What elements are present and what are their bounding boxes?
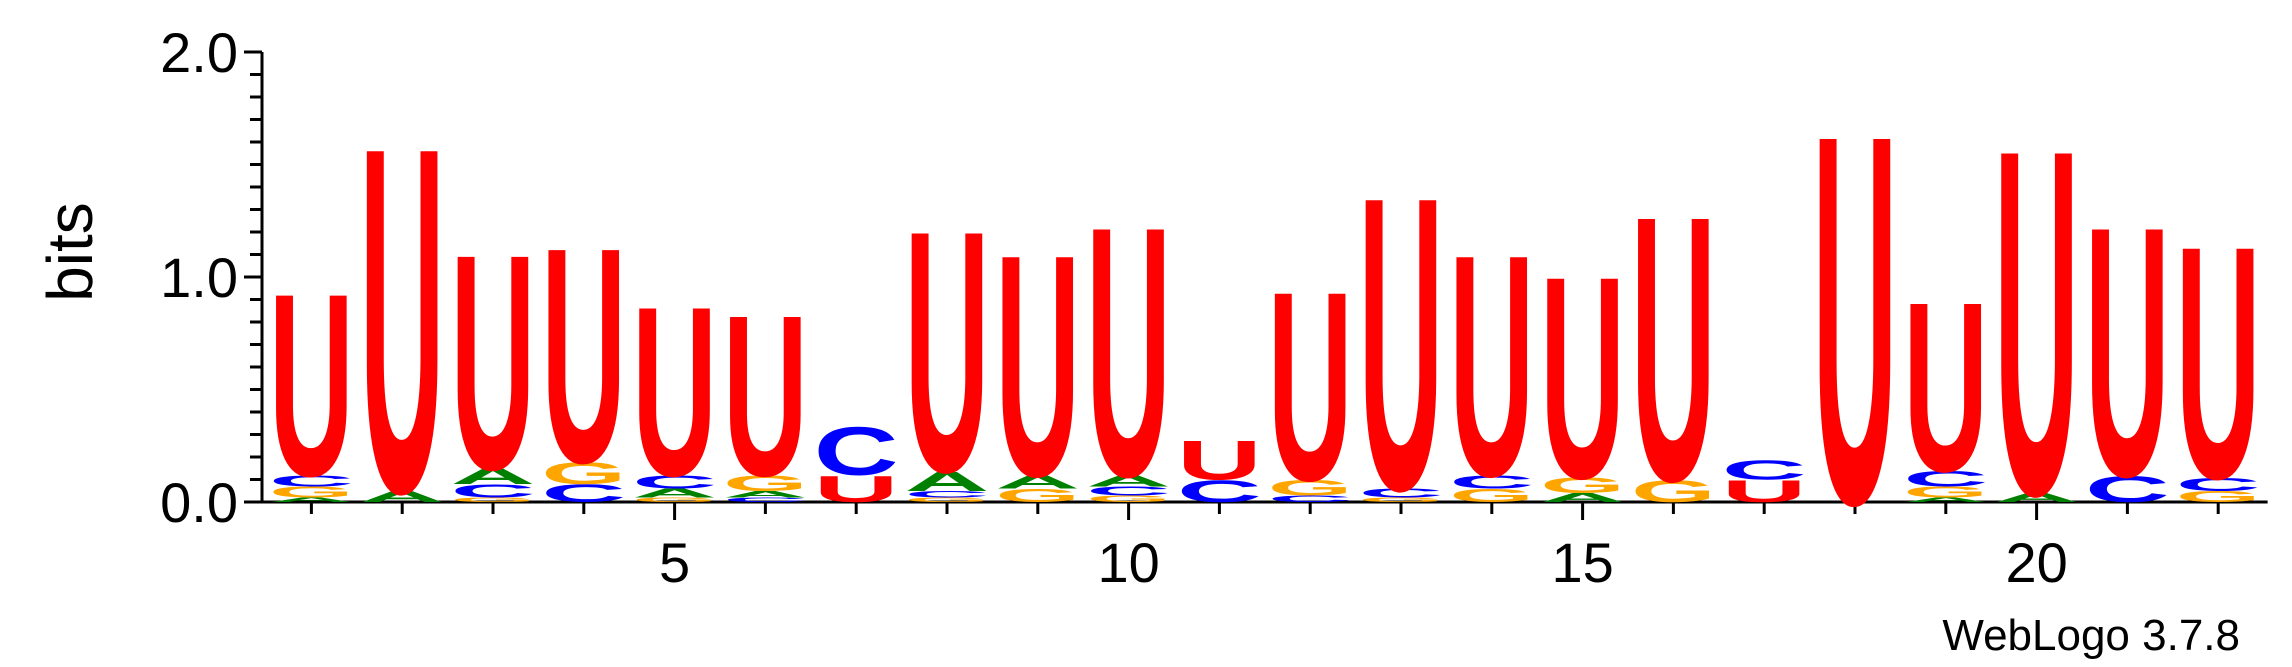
letter-G: G bbox=[1268, 476, 1353, 500]
position-stack-20: AU bbox=[1994, 47, 2079, 599]
letter-C: C bbox=[2085, 469, 2170, 510]
position-stack-11: CU bbox=[1177, 430, 1262, 509]
letter-C: C bbox=[1268, 494, 1353, 504]
letter-U: U bbox=[632, 257, 717, 527]
letter-G: G bbox=[723, 471, 808, 495]
letter-C: C bbox=[541, 479, 626, 507]
position-stack-17: UC bbox=[1722, 455, 1807, 509]
letter-C: C bbox=[1359, 486, 1444, 500]
position-stack-18: U bbox=[1813, 24, 1898, 613]
letter-U: U bbox=[1086, 153, 1171, 552]
letter-A: A bbox=[632, 486, 717, 500]
letter-C: C bbox=[1086, 484, 1171, 498]
letter-U: U bbox=[1903, 253, 1988, 523]
letter-U: U bbox=[451, 191, 536, 534]
position-stack-4: CGU bbox=[541, 184, 626, 527]
letter-C: C bbox=[451, 481, 536, 502]
letter-A: A bbox=[995, 472, 1080, 493]
position-stack-14: GCU bbox=[1449, 189, 1534, 543]
letter-U: U bbox=[905, 159, 990, 545]
y-axis-label: bits bbox=[34, 202, 106, 302]
x-tick-label: 10 bbox=[1097, 531, 1159, 594]
letter-G: G bbox=[632, 496, 717, 503]
y-tick-label: 1.0 bbox=[160, 246, 238, 309]
letter-C: C bbox=[1449, 472, 1534, 493]
letter-G: G bbox=[451, 496, 536, 503]
letter-G: G bbox=[1903, 484, 1988, 501]
letter-U: U bbox=[995, 189, 1080, 543]
letter-U: U bbox=[814, 469, 899, 510]
letter-G: G bbox=[541, 456, 626, 491]
letter-G: G bbox=[1449, 485, 1534, 506]
letter-U: U bbox=[1994, 47, 2079, 599]
letter-U: U bbox=[1177, 430, 1262, 492]
letter-A: A bbox=[269, 496, 354, 503]
position-stack-12: CGU bbox=[1268, 237, 1353, 538]
position-stack-7: UC bbox=[814, 414, 899, 510]
letter-U: U bbox=[360, 45, 445, 597]
letter-A: A bbox=[360, 488, 445, 505]
letter-A: A bbox=[723, 489, 808, 499]
letter-C: C bbox=[632, 472, 717, 493]
x-tick-label: 20 bbox=[2005, 531, 2067, 594]
position-stack-2: AU bbox=[360, 45, 445, 597]
letter-A: A bbox=[1994, 491, 2079, 505]
letter-U: U bbox=[2176, 177, 2261, 548]
letter-C: C bbox=[1722, 455, 1807, 486]
position-stack-15: AGU bbox=[1540, 217, 1625, 539]
x-tick-label: 5 bbox=[659, 531, 690, 594]
y-tick-label: 0.0 bbox=[160, 471, 238, 534]
y-tick-label: 2.0 bbox=[160, 21, 238, 84]
letter-A: A bbox=[1086, 472, 1171, 489]
letter-G: G bbox=[1086, 494, 1171, 504]
position-stack-9: GAU bbox=[995, 189, 1080, 543]
letter-A: A bbox=[1903, 496, 1988, 503]
letter-C: C bbox=[1177, 474, 1262, 509]
x-tick-label: 15 bbox=[1551, 531, 1613, 594]
letter-C: C bbox=[1903, 467, 1988, 491]
letter-C: C bbox=[905, 489, 990, 499]
letter-A: A bbox=[905, 466, 990, 497]
letter-U: U bbox=[269, 239, 354, 530]
letter-A: A bbox=[1540, 491, 1625, 505]
x-axis: 5 10 15 20 bbox=[262, 500, 2268, 594]
letter-U: U bbox=[2085, 153, 2170, 552]
y-axis: 0.0 1.0 2.0 bbox=[160, 21, 264, 534]
letter-G: G bbox=[995, 485, 1080, 506]
letter-U: U bbox=[723, 267, 808, 524]
letter-A: A bbox=[451, 464, 536, 488]
letter-G: G bbox=[1359, 496, 1444, 503]
weblogo-version-label: WebLogo 3.7.8 bbox=[1942, 611, 2240, 660]
letter-C: C bbox=[723, 496, 808, 503]
position-stack-16: GU bbox=[1631, 138, 1716, 561]
letter-U: U bbox=[1449, 189, 1534, 543]
letter-U: U bbox=[1268, 237, 1353, 538]
letter-U: U bbox=[1359, 110, 1444, 578]
letter-G: G bbox=[1631, 474, 1716, 509]
letter-U: U bbox=[1631, 138, 1716, 561]
letter-C: C bbox=[269, 472, 354, 489]
letter-C: C bbox=[814, 414, 899, 490]
letter-U: U bbox=[1722, 474, 1807, 509]
letter-G: G bbox=[1540, 473, 1625, 497]
letter-C: C bbox=[2176, 474, 2261, 495]
letter-U: U bbox=[1813, 24, 1898, 613]
letter-G: G bbox=[2176, 488, 2261, 505]
letter-G: G bbox=[905, 496, 990, 503]
letter-U: U bbox=[541, 184, 626, 527]
letter-U: U bbox=[1540, 217, 1625, 539]
position-stack-22: GCU bbox=[2176, 177, 2261, 548]
letter-G: G bbox=[269, 484, 354, 501]
position-stack-13: GCU bbox=[1359, 110, 1444, 578]
position-stack-21: CU bbox=[2085, 153, 2170, 552]
